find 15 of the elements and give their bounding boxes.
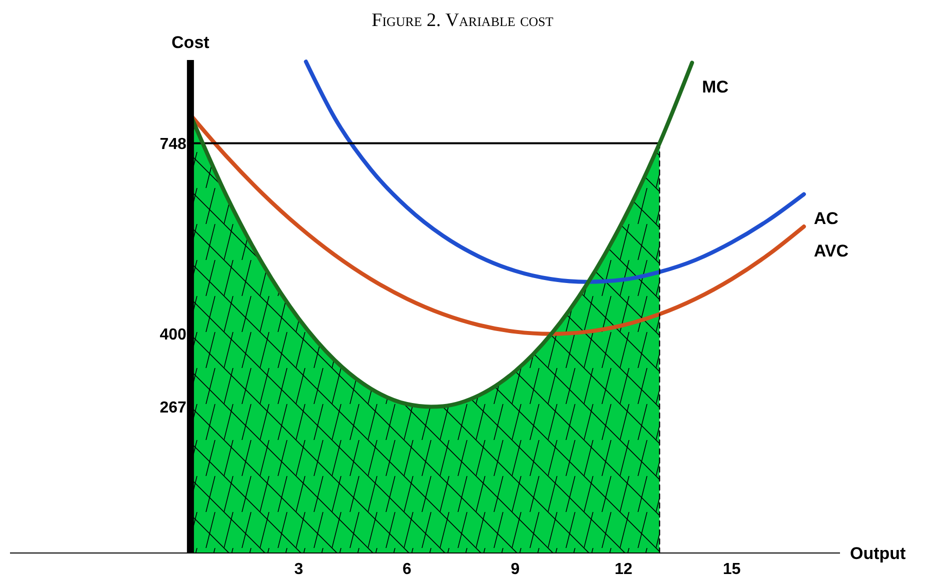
y-tick-label: 748 <box>160 136 187 153</box>
series-label: MC <box>702 78 728 97</box>
x-tick-label: 6 <box>402 561 412 578</box>
x-axis-title: Output <box>850 544 906 563</box>
y-tick-label: 400 <box>160 326 187 344</box>
line-series <box>304 60 806 284</box>
series-label: AC <box>814 209 838 228</box>
x-tick-label: 3 <box>294 561 304 578</box>
x-tick-label: 9 <box>510 561 520 578</box>
x-tick-label: 12 <box>614 561 632 578</box>
y-axis-title: Cost <box>172 33 210 52</box>
x-tick-label: 15 <box>722 561 741 578</box>
series-label: AVC <box>814 242 849 261</box>
chart-title: Figure 2. Variable cost <box>372 10 554 31</box>
y-tick-label: 267 <box>160 399 187 416</box>
